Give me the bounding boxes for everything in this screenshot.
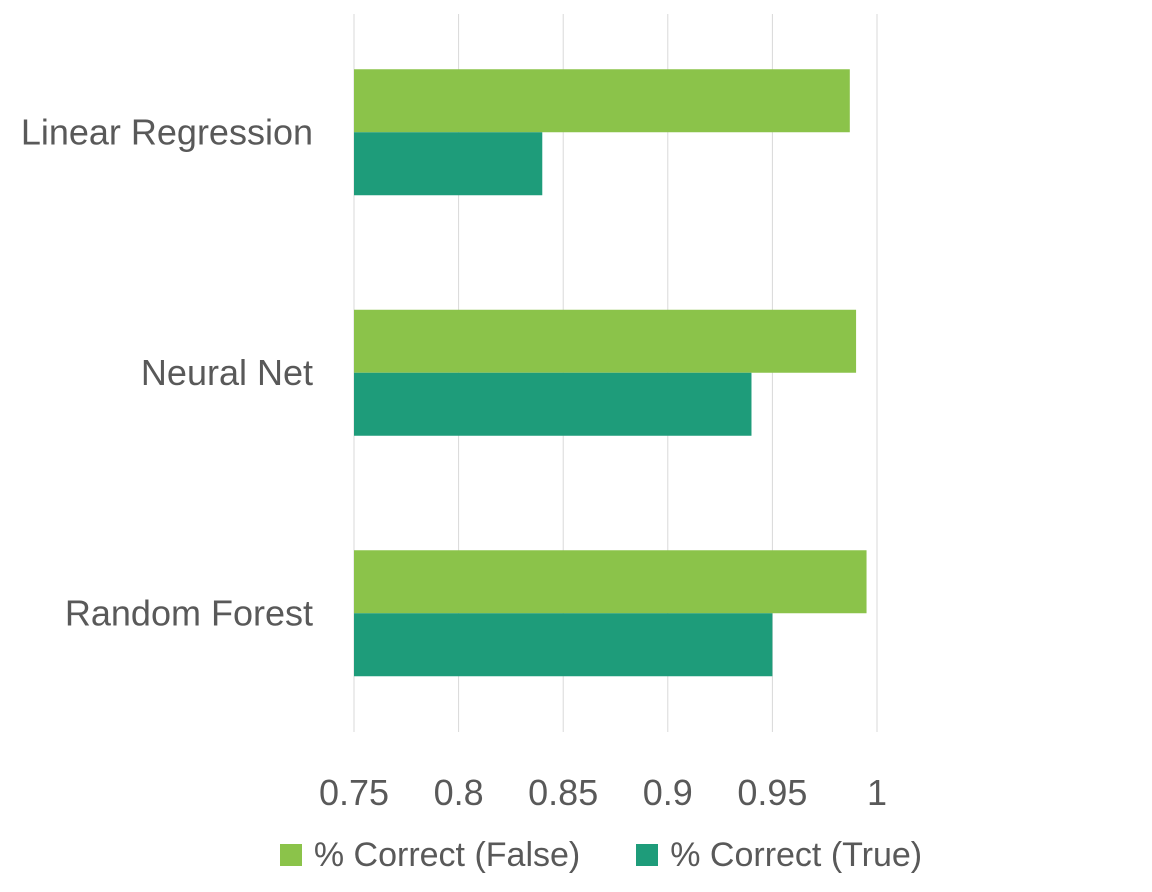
- x-tick-label: 1: [867, 772, 887, 813]
- category-label: Random Forest: [65, 592, 313, 633]
- bar-chart-svg: Linear Regression Neural Net Random Forest…: [21, 14, 887, 813]
- bar-linear-regression-series-1: [354, 132, 543, 196]
- legend-swatch-true: [636, 844, 659, 866]
- bar-neural-net-series-1: [354, 372, 752, 436]
- bar-random-forest-series-0: [354, 550, 867, 614]
- x-tick-label: 0.75: [319, 772, 389, 813]
- legend-label-false: % Correct (False): [313, 835, 581, 874]
- legend-item-true: % Correct (True): [636, 836, 922, 875]
- legend-item-false: % Correct (False): [279, 835, 581, 875]
- legend-swatch-false: [279, 844, 302, 866]
- bar-neural-net-series-0: [354, 309, 857, 373]
- bar-linear-regression-series-0: [354, 69, 850, 133]
- x-tick-label: 0.8: [434, 772, 484, 813]
- bar-random-forest-series-1: [354, 613, 773, 677]
- x-axis-tick-labels: 0.75 0.8 0.85 0.9 0.95 1: [319, 772, 887, 813]
- bars: [354, 69, 867, 677]
- category-label: Neural Net: [141, 352, 313, 393]
- category-label: Linear Regression: [21, 111, 313, 152]
- x-tick-label: 0.95: [737, 772, 807, 813]
- x-tick-label: 0.85: [528, 772, 598, 813]
- legend: % Correct (False) % Correct (True): [0, 830, 1152, 880]
- category-labels: Linear Regression Neural Net Random Forest: [21, 111, 313, 633]
- x-tick-label: 0.9: [643, 772, 693, 813]
- legend-label-true: % Correct (True): [670, 835, 923, 874]
